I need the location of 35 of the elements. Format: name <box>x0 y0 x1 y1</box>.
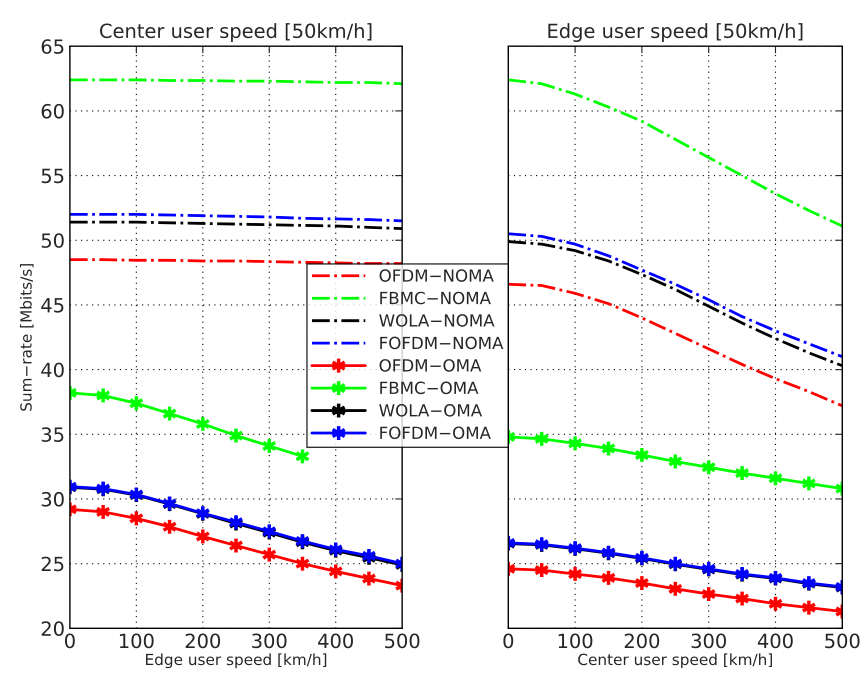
x-tick-label: 0 <box>65 634 75 648</box>
y-axis-title: Sum−rate [Mbits/s] <box>20 264 34 411</box>
legend-label: WOLA−NOMA <box>379 314 494 327</box>
legend-label: OFDM−OMA <box>380 359 482 372</box>
legend-label: FBMC−NOMA <box>380 292 491 304</box>
x-tick-label: 200 <box>186 634 220 648</box>
x-tick-label: 500 <box>825 634 860 648</box>
y-tick-label: 45 <box>41 298 64 313</box>
x-tick-label: 200 <box>624 634 660 648</box>
y-tick-label: 65 <box>42 39 64 54</box>
chart-title: Edge user speed [50km/h] <box>548 23 802 42</box>
y-tick-label: 35 <box>42 427 64 442</box>
y-tick-label: 20 <box>42 621 64 636</box>
y-tick-label: 55 <box>42 168 64 184</box>
y-tick-label: 40 <box>41 362 64 378</box>
y-tick-label: 25 <box>42 556 64 572</box>
chart-title: Center user speed [50km/h] <box>100 23 372 42</box>
legend-label: OFDM−NOMA <box>380 269 494 282</box>
y-tick-label: 60 <box>42 104 64 119</box>
legend-label: FBMC−OMA <box>380 382 478 394</box>
x-tick-label: 500 <box>385 634 420 648</box>
x-tick-label: 400 <box>318 634 353 648</box>
y-tick-label: 50 <box>42 233 64 248</box>
x-tick-label: 300 <box>252 634 287 648</box>
x-tick-label: 100 <box>120 634 154 648</box>
legend-label: WOLA−OMA <box>379 404 482 417</box>
x-axis-title: Edge user speed [km/h] <box>146 653 326 668</box>
x-tick-label: 300 <box>692 634 726 648</box>
legend-label: FOFDM−OMA <box>380 426 491 440</box>
x-tick-label: 100 <box>558 634 592 648</box>
x-axis-title: Center user speed [km/h] <box>578 653 772 668</box>
x-tick-label: 0 <box>503 634 514 648</box>
x-tick-label: 400 <box>758 634 793 648</box>
y-tick-label: 30 <box>42 492 64 507</box>
legend-label: FOFDM−NOMA <box>380 336 504 350</box>
